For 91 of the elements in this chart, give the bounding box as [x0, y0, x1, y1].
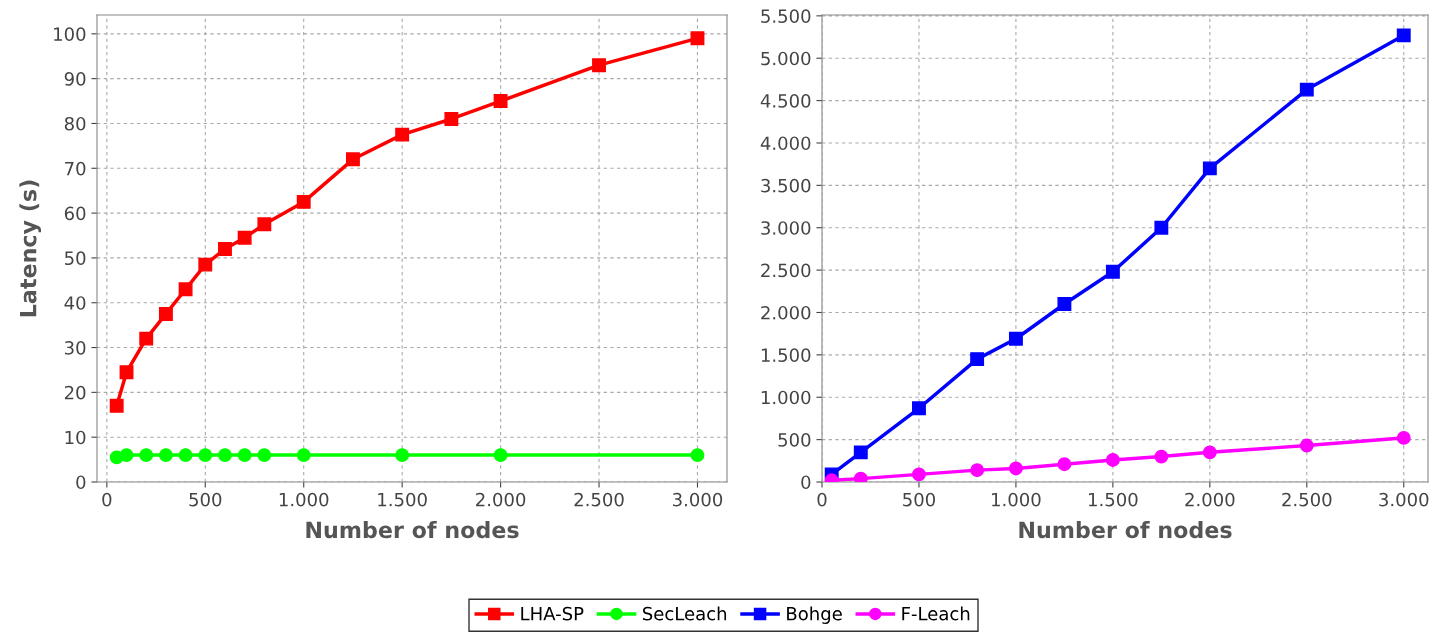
y-tick-label: 50 — [65, 251, 86, 266]
point — [1057, 297, 1072, 311]
y-tick-label: 1.000 — [761, 390, 811, 405]
point — [345, 152, 360, 167]
point — [119, 448, 134, 463]
x-tick-label: 1.000 — [992, 492, 1041, 507]
point — [1299, 82, 1314, 97]
x-tick-label: 1.000 — [279, 492, 329, 507]
y-tick-label: 4.500 — [760, 94, 811, 108]
point — [1105, 264, 1120, 279]
point — [237, 448, 252, 463]
point — [198, 257, 213, 272]
x-tick-label: 0 — [817, 492, 827, 507]
point — [1299, 438, 1314, 453]
point — [395, 127, 410, 142]
point — [178, 448, 193, 463]
point — [444, 112, 459, 126]
point — [1105, 453, 1120, 467]
legend-label: LHA-SP — [521, 606, 584, 621]
point — [257, 217, 272, 232]
point — [690, 448, 705, 463]
point — [853, 445, 868, 460]
legend-label: SecLeach — [642, 606, 727, 621]
y-axis-title: Latency (s) — [19, 180, 42, 317]
y-tick-label: 30 — [64, 341, 86, 355]
y-tick-label: 10 — [65, 430, 86, 445]
point — [912, 467, 926, 482]
x-tick-label: 1.500 — [378, 492, 427, 507]
point — [158, 448, 173, 463]
x-axis-title: Number of nodes — [306, 521, 519, 539]
point — [296, 448, 311, 463]
x-tick-label: 2.000 — [476, 492, 526, 507]
point — [1057, 457, 1072, 472]
x-tick-label: 2.500 — [574, 492, 624, 507]
point — [178, 282, 193, 297]
point — [257, 448, 272, 463]
point — [493, 448, 508, 463]
point — [158, 306, 173, 321]
y-tick-label: 70 — [65, 161, 86, 176]
y-tick-label: 1.500 — [761, 348, 811, 362]
x-tick-label: 500 — [189, 492, 222, 507]
point — [109, 398, 124, 413]
x-tick-label: 2.000 — [1185, 492, 1235, 507]
y-tick-label: 20 — [64, 385, 86, 400]
point — [1202, 445, 1217, 460]
y-tick-label: 90 — [64, 72, 86, 86]
x-tick-label: 1.500 — [1089, 492, 1138, 507]
y-tick-label: 60 — [64, 206, 86, 221]
point — [1154, 220, 1169, 235]
point — [493, 94, 508, 108]
point — [912, 401, 926, 416]
y-tick-label: 0 — [76, 475, 86, 490]
legend-label: F-Leach — [902, 606, 970, 621]
point — [119, 365, 134, 380]
point — [296, 194, 311, 209]
x-axis-title: Number of nodes — [1019, 521, 1232, 539]
point — [1202, 161, 1217, 176]
point — [970, 463, 985, 478]
y-tick-label: 80 — [64, 116, 86, 131]
x-tick-label: 0 — [102, 492, 112, 507]
y-tick-label: 5.500 — [761, 9, 811, 23]
x-tick-label: 2.500 — [1282, 492, 1332, 507]
y-tick-label: 500 — [778, 433, 811, 447]
point — [592, 58, 606, 73]
y-tick-label: 0 — [801, 475, 811, 490]
y-tick-label: 4.000 — [760, 136, 811, 151]
point — [395, 448, 410, 463]
point — [1396, 28, 1411, 43]
y-tick-label: 3.500 — [761, 178, 811, 193]
point — [139, 448, 154, 463]
x-tick-label: 3.000 — [673, 492, 723, 507]
y-tick-label: 3.000 — [761, 221, 811, 235]
point — [198, 448, 213, 463]
point — [1008, 461, 1023, 476]
x-tick-label: 3.000 — [1379, 492, 1429, 507]
y-tick-label: 2.000 — [761, 305, 811, 320]
y-tick-label: 100 — [54, 27, 86, 41]
point — [1008, 331, 1023, 346]
y-tick-label: 2.500 — [761, 263, 811, 278]
y-tick-label: 5.000 — [761, 51, 811, 66]
point — [218, 242, 232, 256]
point — [970, 352, 985, 367]
legend-label: Bohge — [787, 606, 842, 624]
point — [1396, 430, 1411, 445]
point — [1154, 449, 1169, 464]
point — [690, 31, 705, 46]
x-tick-label: 500 — [903, 492, 935, 507]
point — [237, 230, 252, 245]
point — [139, 331, 154, 346]
point — [218, 448, 232, 463]
y-tick-label: 40 — [64, 296, 86, 310]
